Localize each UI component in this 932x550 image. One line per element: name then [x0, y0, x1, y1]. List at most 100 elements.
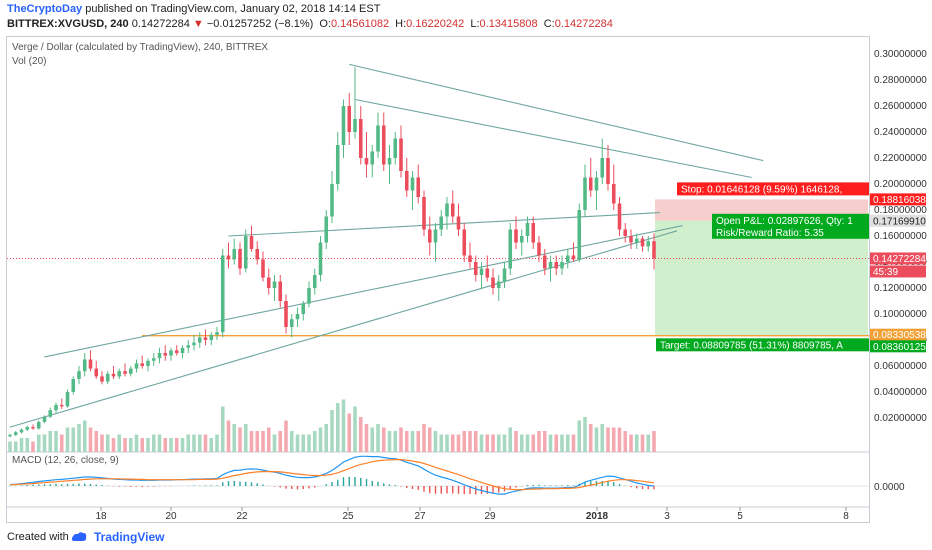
candle-body: [600, 158, 605, 178]
volume-bar: [128, 438, 133, 452]
volume-bar: [496, 434, 501, 452]
rising-trendline: [44, 225, 683, 358]
candle-body: [358, 119, 363, 158]
price-tick-label: 0.28000000: [874, 75, 927, 86]
volume-bar: [94, 431, 99, 452]
volume-bar: [8, 441, 12, 452]
candle-body: [456, 216, 461, 230]
volume-bar: [243, 424, 248, 452]
volume-bar: [197, 434, 202, 452]
volume-bar: [606, 427, 610, 452]
last-price-badge: 0.14272284: [873, 254, 926, 265]
candle-body: [565, 255, 570, 262]
candle-body: [387, 158, 392, 165]
candle-body: [381, 125, 386, 165]
candle-body: [163, 353, 168, 356]
candle-body: [192, 342, 196, 346]
volume-bar: [180, 438, 185, 452]
candle-body: [531, 223, 536, 243]
candle-body: [588, 177, 593, 191]
volume-bar: [25, 438, 30, 452]
price-tick-label: 0.02000000: [874, 413, 927, 424]
candle-body: [88, 359, 93, 369]
volume-bar: [278, 431, 283, 452]
macd-legend: MACD (12, 26, close, 9): [12, 455, 119, 466]
volume-bar: [232, 424, 237, 452]
volume-bar: [588, 424, 593, 452]
author-link[interactable]: TheCryptoDay: [7, 3, 83, 15]
volume-bar: [519, 434, 524, 452]
candle-body: [232, 249, 237, 260]
candle-body: [594, 177, 599, 191]
volume-bar: [617, 427, 622, 452]
candle-body: [169, 350, 173, 356]
candle-body: [54, 405, 58, 411]
inner-trendline: [354, 98, 752, 179]
volume-bar: [439, 434, 444, 452]
volume-bar: [433, 431, 438, 452]
close-label: C:: [543, 18, 555, 30]
candle-body: [146, 360, 150, 366]
down-arrow-icon: ▼: [192, 18, 204, 30]
volume-bar: [117, 434, 122, 452]
volume-bar: [13, 441, 18, 452]
volume-bar: [577, 420, 582, 452]
candle-body: [36, 421, 41, 429]
time-tick-label: 20: [165, 511, 177, 522]
volume-bar: [284, 420, 288, 452]
volume-bar: [652, 431, 656, 452]
volume-bar: [318, 427, 323, 452]
time-tick-label: 2018: [586, 511, 609, 522]
candle-body: [462, 229, 467, 256]
volume-bar: [301, 434, 306, 452]
candle-body: [31, 427, 35, 429]
volume-bar: [502, 434, 507, 452]
price-tick-label: 0.26000000: [874, 101, 927, 112]
volume-bar: [151, 434, 156, 452]
volume-bar: [100, 434, 104, 452]
candle-body: [255, 249, 260, 260]
candle-body: [399, 138, 403, 171]
candle-body: [65, 392, 70, 407]
candle-body: [278, 281, 283, 301]
target-price-badge-bg: [870, 340, 926, 353]
candle-body: [8, 434, 12, 437]
open-label: O:: [319, 18, 331, 30]
volume-bar: [341, 399, 346, 452]
tradingview-brand[interactable]: TradingView: [94, 530, 165, 544]
time-tick-label: 29: [484, 511, 496, 522]
volume-bar: [330, 410, 334, 452]
candle-body: [59, 405, 64, 407]
volume-bar: [312, 431, 317, 452]
volume-bar: [238, 427, 242, 452]
candle-body: [209, 334, 214, 340]
volume-bar: [479, 434, 484, 452]
candle-body: [318, 242, 323, 275]
time-tick-label: 25: [342, 511, 354, 522]
candle-body: [583, 177, 587, 210]
candle-body: [634, 238, 639, 243]
stop-label-bg: [677, 182, 869, 196]
target-price-badge: 0.08360125: [873, 342, 926, 353]
volume-bar: [19, 438, 24, 452]
volume-bar: [468, 431, 472, 452]
candle-body: [174, 350, 179, 353]
volume-bar: [473, 431, 478, 452]
pnl-label-bg: [712, 213, 869, 227]
candle-body: [186, 345, 191, 348]
chart-frame[interactable]: [6, 36, 870, 523]
volume-bar: [594, 427, 599, 452]
macd-axis-label: 0.0000: [874, 482, 905, 493]
volume-bar: [422, 424, 426, 452]
publish-line: TheCryptoDay published on TradingView.co…: [7, 3, 380, 15]
candle-body: [117, 371, 122, 377]
volume-bar: [289, 431, 294, 452]
candle-body: [652, 241, 656, 259]
price-tick-label: 0.20000000: [874, 179, 927, 190]
volume-bar: [514, 431, 518, 452]
candle-body: [82, 359, 87, 372]
volume-bar: [209, 438, 214, 452]
candle-body: [140, 363, 145, 366]
candle-body: [416, 177, 421, 197]
